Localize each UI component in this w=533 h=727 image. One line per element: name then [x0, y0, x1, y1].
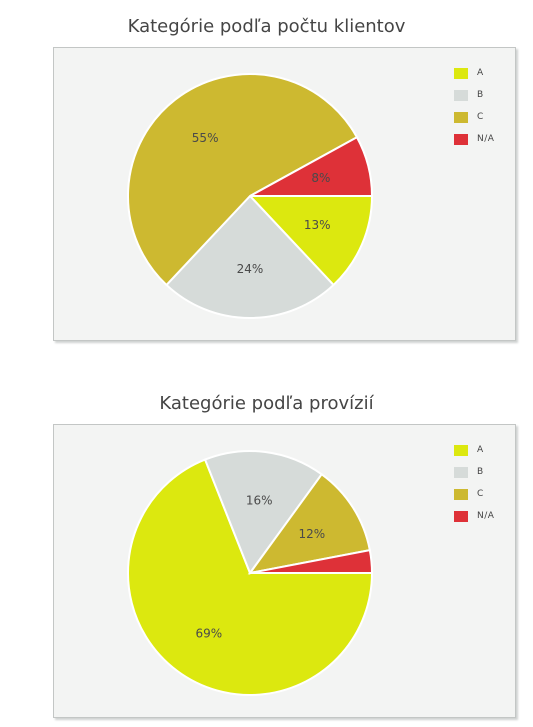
legend-label: B	[477, 467, 484, 477]
chart-title: Kategórie podľa počtu klientov	[127, 16, 406, 37]
chart-title: Kategórie podľa provízií	[159, 393, 374, 414]
legend-label: N/A	[477, 511, 495, 521]
legend-item-c: C	[454, 110, 494, 124]
legend-swatch	[454, 444, 468, 456]
pie-chart-clients: 13% 24% 55% 8% A B C N/A	[53, 47, 516, 341]
slice-data-label: 24%	[237, 262, 264, 276]
legend-item-na: N/A	[454, 132, 494, 146]
pie-slice-na	[249, 548, 374, 574]
legend-swatch	[454, 466, 468, 478]
legend-item-b: B	[454, 465, 494, 479]
slice-data-label: 69%	[196, 627, 223, 641]
slice-data-label: 12%	[298, 527, 325, 541]
slice-data-label: 13%	[304, 218, 331, 232]
legend-label: A	[477, 68, 484, 78]
pie-slice-na	[249, 135, 374, 197]
pie-canvas: 69% 16% 12%	[127, 450, 374, 696]
slice-data-label: 8%	[311, 171, 330, 185]
legend-item-c: C	[454, 487, 494, 501]
slice-data-label: 55%	[192, 131, 219, 145]
legend-label: C	[477, 112, 484, 122]
pie-slice-c	[127, 73, 359, 287]
pie-slice-b	[165, 194, 335, 319]
pie-slice-a	[247, 195, 374, 287]
legend-swatch	[454, 67, 468, 79]
pie-canvas: 13% 24% 55% 8%	[127, 73, 374, 319]
legend-swatch	[454, 89, 468, 101]
legend-label: C	[477, 489, 484, 499]
legend-label: A	[477, 445, 484, 455]
legend: A B C N/A	[454, 443, 494, 531]
legend-item-a: A	[454, 66, 494, 80]
legend-label: N/A	[477, 134, 495, 144]
pie-slice-a	[127, 458, 374, 696]
pie-slice-b	[203, 450, 324, 576]
slice-data-label: 16%	[246, 493, 273, 507]
legend-item-na: N/A	[454, 509, 494, 523]
legend-swatch	[454, 111, 468, 123]
legend-item-b: B	[454, 88, 494, 102]
pie-chart-commissions: 69% 16% 12% A B C N/A	[53, 424, 516, 718]
legend-swatch	[454, 133, 468, 145]
legend-item-a: A	[454, 443, 494, 457]
legend-label: B	[477, 90, 484, 100]
legend-swatch	[454, 510, 468, 522]
pie-slice-c	[247, 472, 372, 575]
legend: A B C N/A	[454, 66, 494, 154]
legend-swatch	[454, 488, 468, 500]
